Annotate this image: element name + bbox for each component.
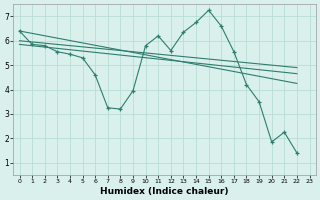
X-axis label: Humidex (Indice chaleur): Humidex (Indice chaleur) [100, 187, 229, 196]
